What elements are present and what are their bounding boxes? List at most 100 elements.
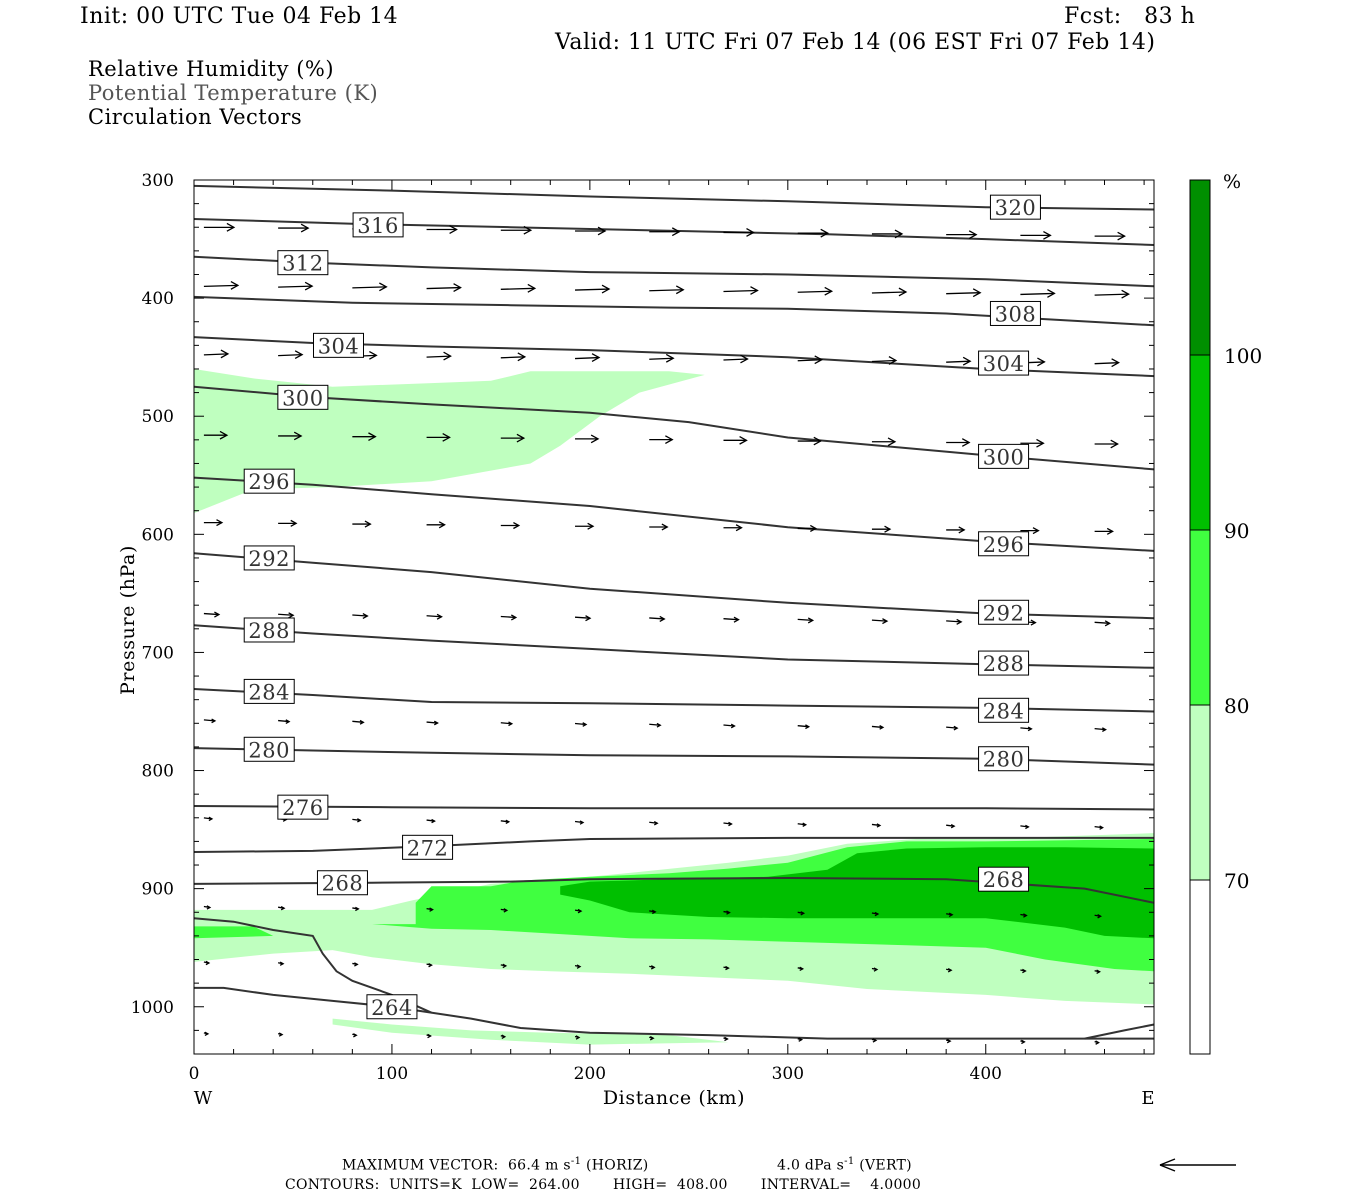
vector-head: [800, 911, 806, 916]
vector-head: [205, 960, 211, 966]
colorbar-band-70-80: [1189, 704, 1211, 881]
colorbar-band-90-100: [1189, 354, 1211, 531]
vector-shaft: [871, 619, 887, 622]
legend-title-vectors: Circulation Vectors: [88, 105, 303, 129]
colorbar-band-gt100: [1189, 179, 1211, 356]
vector-shaft: [723, 724, 735, 727]
vector-shaft: [1094, 621, 1110, 624]
vector-head: [809, 524, 818, 532]
vector-head: [1099, 825, 1104, 830]
vector-shaft: [1094, 362, 1119, 365]
vector-head: [799, 966, 805, 972]
vector-shaft: [946, 292, 981, 295]
vector-head: [653, 821, 659, 826]
vector-head: [746, 228, 755, 237]
contour-label-292: 292: [983, 601, 1025, 625]
vector-head: [278, 1032, 284, 1037]
colorbar-band-lt70: [1189, 879, 1211, 1055]
vert-value: 4.0 dPa s: [777, 1157, 845, 1174]
vector-head: [1030, 619, 1037, 626]
vector-head: [590, 434, 600, 444]
vector-shaft: [426, 355, 451, 358]
vector-head: [1110, 439, 1119, 449]
vector-head: [364, 520, 372, 528]
contour-label-276: 276: [282, 796, 324, 820]
contour-label-box: [989, 194, 1041, 220]
vector-head: [362, 612, 369, 620]
x-tick-label: 300: [772, 1064, 804, 1084]
y-tick-label: 900: [142, 880, 174, 900]
y-tick-label: 1000: [131, 998, 174, 1018]
contour-label-292: 292: [248, 547, 290, 571]
vector-head: [675, 285, 685, 295]
contour-label-300: 300: [983, 445, 1025, 469]
vector-head: [1023, 913, 1028, 918]
theta-contour-264-0: [194, 986, 1154, 1040]
x-end-label-east: E: [1141, 1088, 1154, 1109]
vector-head: [597, 226, 607, 236]
max-vector-horiz: MAXIMUM VECTOR: 66.4 m s: [342, 1157, 571, 1174]
vector-shaft: [500, 356, 525, 359]
vector-shaft: [426, 721, 438, 724]
vector-shaft: [871, 725, 883, 729]
x-tick-label: 200: [574, 1064, 606, 1084]
contour-label-box: [366, 994, 418, 1020]
x-tick-label: 100: [376, 1064, 408, 1084]
contour-label-box: [316, 870, 368, 896]
vector-head: [873, 967, 879, 972]
y-tick-label: 300: [142, 171, 174, 191]
vector-head: [369, 350, 378, 360]
vector-shaft: [797, 725, 809, 728]
vector-head: [510, 614, 518, 621]
vector-head: [950, 823, 956, 829]
contour-label-box: [277, 250, 329, 276]
theta-contour-276-5: [193, 805, 1155, 811]
vector-head: [230, 280, 240, 290]
contour-label-box: [989, 300, 1041, 326]
max-vector-vert: 4.0 dPa s-1 (VERT): [777, 1156, 912, 1174]
theta-contour-264-2: [1084, 1023, 1155, 1040]
vector-head: [516, 433, 526, 443]
vector-shaft: [500, 287, 535, 290]
vector-head: [438, 521, 446, 529]
vector-head: [1121, 289, 1130, 299]
vector-shaft: [723, 618, 739, 621]
vector-head: [1117, 231, 1126, 241]
vector-shaft: [649, 357, 674, 360]
vector-head: [379, 282, 388, 292]
vector-head: [958, 526, 966, 534]
vector-head: [357, 818, 362, 823]
vector-shaft: [352, 614, 368, 617]
vector-head: [527, 283, 537, 293]
contour-label-304: 304: [983, 352, 1025, 376]
vector-head: [807, 617, 815, 624]
vector-head: [1096, 969, 1101, 974]
vector-head: [814, 355, 824, 365]
contour-label-box: [243, 617, 295, 643]
vector-shaft: [500, 615, 516, 619]
vector-head: [953, 725, 959, 731]
colorbar-unit: %: [1223, 171, 1241, 193]
contour-label-box: [978, 746, 1030, 772]
vert-exponent: -1: [844, 1156, 855, 1167]
vector-head: [961, 438, 971, 447]
vector-head: [879, 725, 885, 730]
vector-head: [206, 905, 212, 910]
vector-head: [650, 965, 656, 970]
vector-head: [211, 718, 217, 724]
vector-shaft: [352, 720, 364, 723]
vector-head: [740, 354, 749, 364]
vector-head: [288, 612, 295, 619]
vector-head: [968, 230, 978, 240]
x-tick-label: 400: [970, 1064, 1002, 1084]
horiz-exponent: -1: [570, 1156, 582, 1167]
vector-head: [956, 618, 963, 625]
vector-head: [449, 225, 458, 234]
contour-label-300: 300: [282, 386, 324, 410]
vector-head: [874, 911, 880, 917]
x-axis-title: Distance (km): [603, 1087, 745, 1109]
vector-shaft: [649, 617, 665, 620]
y-axis-title: Pressure (hPa): [117, 545, 139, 695]
vector-shaft: [1020, 727, 1032, 730]
vector-head: [947, 968, 953, 973]
